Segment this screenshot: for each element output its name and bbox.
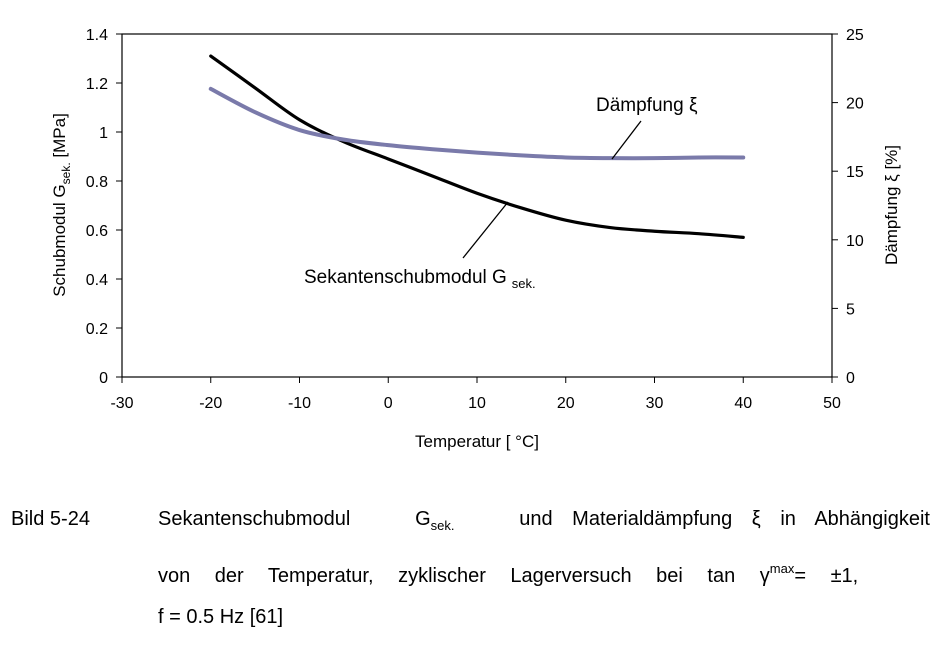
series-layer [208, 54, 746, 239]
caption-line-3: f = 0.5 Hz [61] [158, 606, 284, 628]
x-axis-label: Temperatur [ °C] [415, 432, 539, 451]
caption-line-1: Sekantenschubmodul Gsek. und Materialdäm… [158, 508, 930, 533]
y-left-tick-label: 0 [99, 370, 108, 387]
y-left-axis-label: Schubmodul Gsek. [MPa] [50, 113, 73, 297]
y-left-tick-label: 1.2 [86, 76, 108, 93]
x-tick-label: 10 [468, 395, 486, 412]
y-left-tick-label: 1.4 [86, 27, 108, 44]
x-tick-label: 0 [384, 395, 393, 412]
caption-label: Bild 5-24 [11, 508, 90, 530]
annotation-leader-sekanten [462, 201, 509, 259]
annotation-leader-daempfung [611, 120, 642, 160]
annotation-daempfung: Dämpfung ξ [596, 95, 698, 116]
caption-g-symbol: Gsek. [415, 508, 455, 533]
caption-line-2: von der Temperatur, zyklischer Lagervers… [158, 561, 859, 587]
x-tick-label: 40 [734, 395, 752, 412]
y-left-tick-label: 0.6 [86, 223, 108, 240]
caption-word-sekanten: Sekantenschubmodul [158, 508, 351, 530]
y-left-tick-label: 1 [99, 125, 108, 142]
caption-line-1-rest: und Materialdämpfung ξ in Abhängigkeit [519, 508, 930, 530]
y-right-tick-label: 10 [846, 233, 864, 250]
y-left-tick-label: 0.2 [86, 321, 108, 338]
tick-layer: -30 -20 -10 0 10 20 30 40 5000.20.40.60.811.21.4… [86, 27, 864, 412]
y-right-tick-label: 15 [846, 164, 864, 181]
x-tick-label: 20 [557, 395, 575, 412]
y-left-tick-label: 0.8 [86, 174, 108, 191]
x-tick-label: -10 [288, 395, 311, 412]
x-tick-label: -30 [110, 395, 133, 412]
y-right-tick-label: 5 [846, 301, 855, 318]
chart: -30 -20 -10 0 10 20 30 40 5000.20.40.60.811.21.4… [50, 27, 901, 451]
y-right-tick-label: 0 [846, 370, 855, 387]
x-tick-label: 50 [823, 395, 841, 412]
plot-frame [121, 33, 833, 378]
x-tick-label: -20 [199, 395, 222, 412]
y-right-tick-label: 20 [846, 96, 864, 113]
series-line-daempfung [208, 86, 746, 161]
series-line-schubmodul [209, 54, 745, 239]
x-tick-label: 30 [646, 395, 664, 412]
y-right-axis-label: Dämpfung ξ [%] [882, 145, 901, 265]
y-left-tick-label: 0.4 [86, 272, 108, 289]
y-right-tick-label: 25 [846, 27, 864, 44]
